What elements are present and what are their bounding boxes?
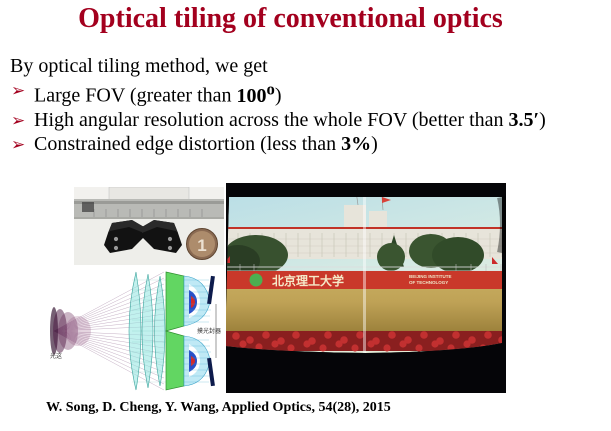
svg-text:BEIJING INSTITUTE: BEIJING INSTITUTE <box>409 274 452 279</box>
svg-text:光这: 光这 <box>50 352 62 360</box>
svg-text:北京理工大学: 北京理工大学 <box>272 273 344 288</box>
svg-text:OF TECHNOLOGY: OF TECHNOLOGY <box>409 280 448 285</box>
svg-text:1: 1 <box>197 236 206 255</box>
svg-text:摸光封器: 摸光封器 <box>197 327 221 335</box>
